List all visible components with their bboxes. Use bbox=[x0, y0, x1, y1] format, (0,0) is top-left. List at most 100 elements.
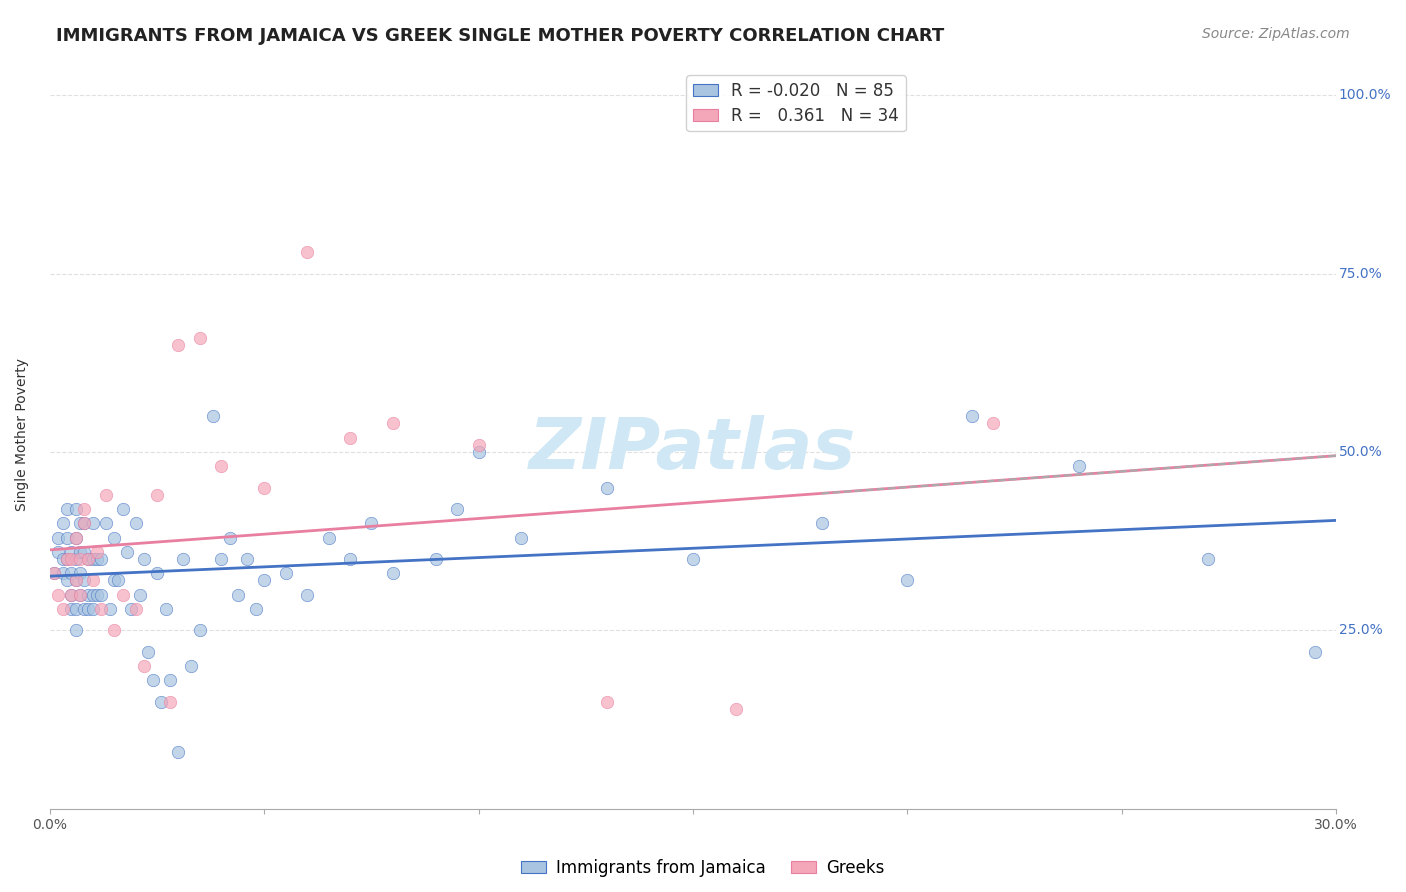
Point bbox=[65, 502, 87, 516]
Point bbox=[446, 502, 468, 516]
Point bbox=[107, 574, 129, 588]
Point bbox=[339, 552, 361, 566]
Point bbox=[146, 488, 169, 502]
Point bbox=[467, 445, 489, 459]
Point bbox=[48, 531, 70, 545]
Legend: Immigrants from Jamaica, Greeks: Immigrants from Jamaica, Greeks bbox=[515, 853, 891, 884]
Point bbox=[155, 602, 177, 616]
Point bbox=[274, 566, 297, 581]
Point bbox=[896, 574, 918, 588]
Point bbox=[73, 602, 96, 616]
Point bbox=[360, 516, 382, 531]
Point bbox=[73, 574, 96, 588]
Point bbox=[73, 516, 96, 531]
Point bbox=[209, 552, 232, 566]
Point bbox=[142, 673, 165, 688]
Point bbox=[60, 545, 83, 559]
Point bbox=[90, 588, 112, 602]
Point bbox=[69, 545, 91, 559]
Point bbox=[981, 417, 1004, 431]
Point bbox=[52, 552, 75, 566]
Point bbox=[134, 659, 156, 673]
Point bbox=[86, 588, 108, 602]
Point bbox=[69, 588, 91, 602]
Point bbox=[82, 574, 104, 588]
Point bbox=[69, 588, 91, 602]
Point bbox=[56, 552, 79, 566]
Point bbox=[77, 602, 100, 616]
Point bbox=[77, 588, 100, 602]
Point bbox=[60, 588, 83, 602]
Point bbox=[115, 545, 138, 559]
Point bbox=[56, 502, 79, 516]
Point bbox=[60, 552, 83, 566]
Point bbox=[724, 702, 747, 716]
Point bbox=[188, 624, 211, 638]
Point bbox=[56, 531, 79, 545]
Point bbox=[52, 602, 75, 616]
Point bbox=[111, 588, 134, 602]
Point bbox=[124, 602, 146, 616]
Point bbox=[596, 481, 619, 495]
Point bbox=[86, 552, 108, 566]
Point bbox=[60, 602, 83, 616]
Point bbox=[295, 588, 318, 602]
Point bbox=[56, 552, 79, 566]
Text: Source: ZipAtlas.com: Source: ZipAtlas.com bbox=[1202, 27, 1350, 41]
Point bbox=[219, 531, 242, 545]
Point bbox=[86, 545, 108, 559]
Point bbox=[90, 552, 112, 566]
Point bbox=[253, 481, 276, 495]
Point bbox=[209, 459, 232, 474]
Point bbox=[65, 574, 87, 588]
Point bbox=[596, 695, 619, 709]
Point bbox=[69, 566, 91, 581]
Y-axis label: Single Mother Poverty: Single Mother Poverty bbox=[15, 358, 30, 510]
Point bbox=[65, 552, 87, 566]
Point bbox=[52, 566, 75, 581]
Point bbox=[94, 488, 117, 502]
Point bbox=[228, 588, 250, 602]
Point bbox=[167, 338, 190, 352]
Point bbox=[103, 574, 125, 588]
Point bbox=[1197, 552, 1219, 566]
Point bbox=[124, 516, 146, 531]
Point bbox=[167, 745, 190, 759]
Text: 25.0%: 25.0% bbox=[1339, 624, 1382, 637]
Point bbox=[146, 566, 169, 581]
Text: 75.0%: 75.0% bbox=[1339, 267, 1382, 281]
Point bbox=[510, 531, 533, 545]
Point bbox=[48, 588, 70, 602]
Point bbox=[65, 531, 87, 545]
Point bbox=[103, 531, 125, 545]
Text: IMMIGRANTS FROM JAMAICA VS GREEK SINGLE MOTHER POVERTY CORRELATION CHART: IMMIGRANTS FROM JAMAICA VS GREEK SINGLE … bbox=[56, 27, 945, 45]
Point bbox=[128, 588, 150, 602]
Point bbox=[90, 602, 112, 616]
Point bbox=[295, 245, 318, 260]
Point bbox=[960, 409, 983, 424]
Point bbox=[150, 695, 173, 709]
Point bbox=[1067, 459, 1090, 474]
Point bbox=[60, 566, 83, 581]
Point bbox=[73, 516, 96, 531]
Point bbox=[1303, 645, 1326, 659]
Point bbox=[42, 566, 65, 581]
Point bbox=[180, 659, 202, 673]
Point bbox=[467, 438, 489, 452]
Point bbox=[682, 552, 704, 566]
Point bbox=[138, 645, 160, 659]
Point bbox=[94, 516, 117, 531]
Point bbox=[65, 531, 87, 545]
Point bbox=[103, 624, 125, 638]
Point bbox=[65, 602, 87, 616]
Text: ZIPatlas: ZIPatlas bbox=[529, 415, 856, 483]
Point bbox=[82, 602, 104, 616]
Point bbox=[73, 545, 96, 559]
Point bbox=[52, 516, 75, 531]
Point bbox=[201, 409, 224, 424]
Point bbox=[134, 552, 156, 566]
Point bbox=[98, 602, 121, 616]
Point bbox=[120, 602, 142, 616]
Point bbox=[77, 552, 100, 566]
Point bbox=[82, 552, 104, 566]
